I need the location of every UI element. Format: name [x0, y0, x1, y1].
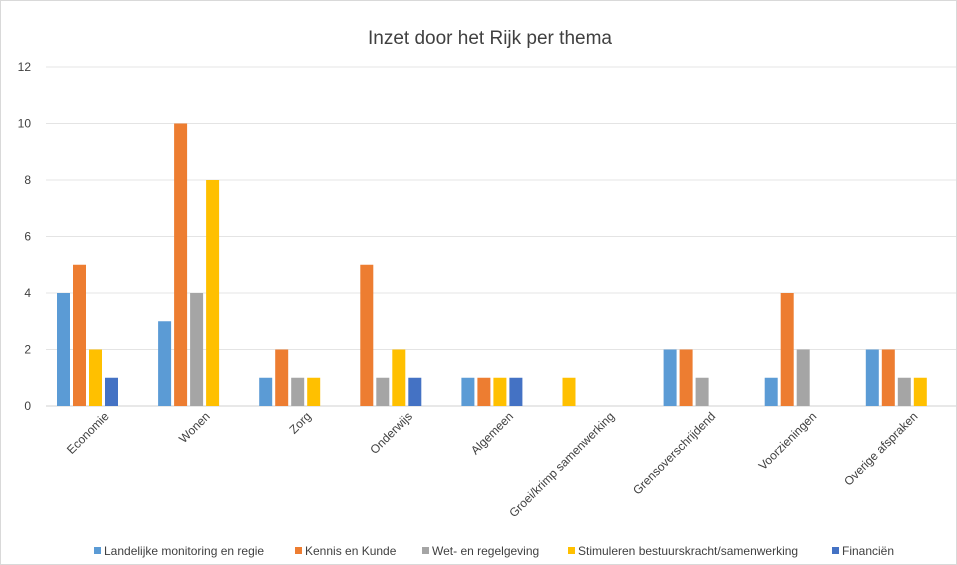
x-category-label: Grensoverschrijdend [630, 409, 718, 497]
bar-3-7 [695, 377, 709, 406]
bar-2-1 [73, 264, 86, 406]
legend-swatch [94, 547, 101, 554]
bar-5-1 [105, 377, 118, 406]
x-category-label: Algemeen [468, 409, 516, 457]
x-category-label: Economie [64, 409, 112, 457]
x-category-label: Voorzieningen [756, 409, 820, 473]
bar-3-4 [376, 377, 390, 406]
legend-label: Kennis en Kunde [305, 544, 397, 558]
bar-2-2 [174, 123, 188, 406]
bar-4-3 [307, 377, 321, 406]
x-category-label: Overige afspraken [841, 409, 920, 488]
bar-2-4 [360, 264, 374, 406]
x-category-label: Onderwijs [367, 409, 415, 457]
chart-title: Inzet door het Rijk per thema [368, 28, 612, 49]
bar-1-3 [259, 377, 273, 406]
legend-swatch [422, 547, 429, 554]
x-category-label: Zorg [287, 409, 314, 436]
bar-4-4 [392, 349, 406, 406]
x-category-label: Groei/krimp samenwerking [506, 409, 617, 520]
y-tick-label: 0 [24, 399, 31, 413]
bar-1-7 [663, 349, 677, 406]
bar-1-2 [158, 321, 172, 406]
bars [57, 123, 927, 406]
bar-4-1 [89, 349, 102, 406]
bar-3-8 [796, 349, 810, 406]
legend-label: Landelijke monitoring en regie [104, 544, 264, 558]
legend-swatch [832, 547, 839, 554]
legend-swatch [295, 547, 302, 554]
y-tick-label: 4 [24, 286, 31, 300]
legend-label: Financiën [842, 544, 894, 558]
legend: Landelijke monitoring en regie Kennis en … [94, 544, 894, 558]
bar-4-5 [493, 377, 507, 406]
bar-5-4 [408, 377, 422, 406]
bar-2-8 [780, 293, 794, 406]
bar-1-5 [461, 377, 475, 406]
bar-3-3 [291, 377, 305, 406]
legend-label: Stimuleren bestuurskracht/samenwerking [578, 544, 798, 558]
y-axis-tick-labels: 0 2 4 6 8 10 12 [18, 60, 32, 413]
y-tick-label: 6 [24, 230, 31, 244]
y-tick-label: 2 [24, 343, 31, 357]
y-tick-label: 12 [18, 60, 32, 74]
bar-5-5 [509, 377, 523, 406]
bar-4-2 [206, 180, 220, 406]
bar-4-6 [562, 377, 576, 406]
bar-2-3 [275, 349, 289, 406]
bar-2-5 [477, 377, 491, 406]
bar-1-8 [764, 377, 778, 406]
bar-2-9 [881, 349, 895, 406]
legend-label: Wet- en regelgeving [432, 544, 539, 558]
bar-1-1 [57, 293, 70, 406]
y-tick-label: 10 [18, 117, 32, 131]
bar-3-2 [190, 293, 204, 406]
bar-3-9 [897, 377, 911, 406]
y-tick-label: 8 [24, 173, 31, 187]
x-category-label: Wonen [176, 409, 213, 446]
legend-swatch [568, 547, 575, 554]
bar-2-7 [679, 349, 693, 406]
bar-1-9 [865, 349, 879, 406]
bar-4-9 [913, 377, 927, 406]
x-axis-category-labels: Economie Wonen Zorg Onderwijs AlgemeenGroei/… [64, 409, 920, 520]
